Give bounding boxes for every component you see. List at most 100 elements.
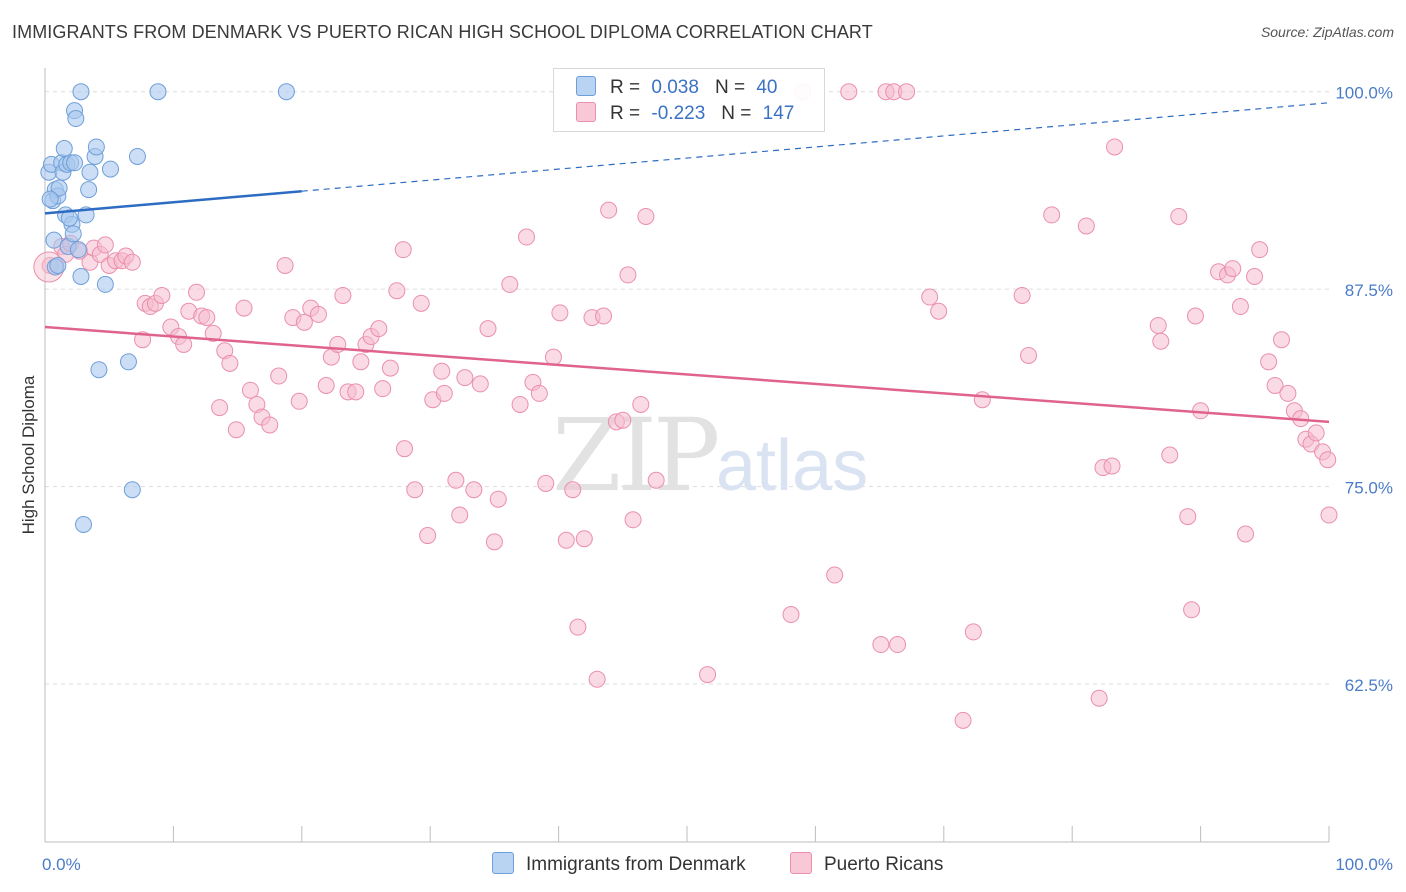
data-point-denmark bbox=[90, 361, 108, 379]
legend-swatch-pink bbox=[790, 852, 812, 874]
data-point-puerto-ricans bbox=[317, 376, 335, 394]
legend-item-denmark[interactable]: Immigrants from Denmark bbox=[492, 852, 746, 876]
series-immigrants-from-denmark bbox=[40, 83, 295, 534]
data-point-puerto-ricans bbox=[973, 391, 991, 409]
data-point-puerto-ricans bbox=[347, 383, 365, 401]
data-point-puerto-ricans bbox=[1161, 446, 1179, 464]
data-point-puerto-ricans bbox=[782, 606, 800, 624]
data-point-puerto-ricans bbox=[1279, 384, 1297, 402]
data-point-puerto-ricans bbox=[261, 416, 279, 434]
data-point-puerto-ricans bbox=[485, 533, 503, 551]
data-point-puerto-ricans bbox=[1260, 353, 1278, 371]
legend-item-puerto-ricans[interactable]: Puerto Ricans bbox=[790, 852, 943, 876]
legend-n-label: N = bbox=[714, 77, 746, 98]
data-point-puerto-ricans bbox=[518, 228, 535, 246]
data-point-puerto-ricans bbox=[1077, 217, 1095, 235]
data-point-puerto-ricans bbox=[1186, 307, 1204, 325]
data-point-denmark bbox=[45, 231, 63, 249]
data-point-puerto-ricans bbox=[930, 302, 948, 320]
data-point-denmark bbox=[128, 147, 146, 165]
data-point-puerto-ricans bbox=[964, 623, 982, 641]
data-point-puerto-ricans bbox=[537, 474, 555, 492]
data-point-puerto-ricans bbox=[227, 421, 245, 439]
data-point-puerto-ricans bbox=[235, 299, 253, 317]
legend-r-label: R = bbox=[610, 77, 641, 98]
data-point-puerto-ricans bbox=[564, 481, 582, 499]
data-point-puerto-ricans bbox=[872, 636, 890, 654]
data-point-puerto-ricans bbox=[270, 367, 288, 385]
legend-row-denmark: R = 0.038 N = 40 bbox=[576, 76, 777, 100]
data-point-denmark bbox=[75, 516, 93, 534]
data-point-puerto-ricans bbox=[632, 395, 650, 413]
data-point-denmark bbox=[66, 154, 84, 172]
data-point-puerto-ricans bbox=[588, 670, 606, 688]
data-point-puerto-ricans bbox=[1246, 268, 1264, 286]
data-point-puerto-ricans bbox=[1307, 424, 1325, 442]
data-point-puerto-ricans bbox=[1320, 506, 1338, 524]
data-point-puerto-ricans bbox=[921, 288, 939, 306]
data-point-puerto-ricans bbox=[489, 490, 507, 508]
data-point-puerto-ricans bbox=[123, 253, 141, 271]
data-point-puerto-ricans bbox=[412, 294, 430, 312]
legend-n-value: 40 bbox=[756, 77, 778, 98]
data-point-puerto-ricans bbox=[352, 353, 370, 371]
data-point-puerto-ricans bbox=[204, 324, 222, 342]
data-point-puerto-ricans bbox=[600, 201, 618, 219]
grid-lines bbox=[45, 91, 1329, 685]
data-point-denmark bbox=[149, 83, 167, 101]
legend-r-value: -0.223 bbox=[651, 103, 706, 124]
watermark-zip: ZIP bbox=[552, 397, 717, 514]
trend-line-denmark-extension bbox=[301, 102, 1330, 192]
data-point-denmark bbox=[50, 179, 68, 197]
data-point-denmark bbox=[64, 225, 82, 243]
data-point-puerto-ricans bbox=[374, 380, 392, 398]
data-point-puerto-ricans bbox=[544, 348, 562, 366]
tick-labels: 62.5% 75.0% 87.5% 100.0% 0.0% 100.0% bbox=[42, 84, 1393, 874]
data-point-puerto-ricans bbox=[435, 384, 453, 402]
data-point-denmark bbox=[277, 83, 295, 101]
data-point-puerto-ricans bbox=[370, 320, 388, 338]
series-puerto-ricans bbox=[33, 83, 1338, 729]
series-legend: Immigrants from Denmark Puerto Ricans bbox=[0, 852, 1406, 878]
data-point-puerto-ricans bbox=[1170, 207, 1188, 225]
data-point-puerto-ricans bbox=[637, 207, 655, 225]
x-tick-label: 0.0% bbox=[42, 855, 81, 874]
chart-title: IMMIGRANTS FROM DENMARK VS PUERTO RICAN … bbox=[12, 22, 873, 42]
data-point-puerto-ricans bbox=[419, 527, 437, 545]
legend-n-value: 147 bbox=[762, 103, 795, 124]
legend-item-label: Immigrants from Denmark bbox=[526, 854, 746, 875]
data-point-puerto-ricans bbox=[501, 275, 519, 293]
data-point-puerto-ricans bbox=[1149, 316, 1167, 334]
y-axis-label: High School Diploma bbox=[19, 375, 38, 534]
data-point-puerto-ricans bbox=[188, 283, 206, 301]
data-point-puerto-ricans bbox=[241, 381, 259, 399]
stats-legend: R = 0.038 N = 40 R = -0.223 N = 147 bbox=[553, 68, 825, 132]
data-point-puerto-ricans bbox=[465, 481, 483, 499]
data-point-puerto-ricans bbox=[276, 256, 294, 274]
data-point-puerto-ricans bbox=[575, 530, 593, 548]
data-point-puerto-ricans bbox=[381, 359, 399, 377]
watermark: ZIP atlas bbox=[552, 397, 868, 514]
data-point-puerto-ricans bbox=[614, 411, 632, 429]
trend-lines bbox=[44, 102, 1330, 424]
y-tick-label: 75.0% bbox=[1345, 479, 1393, 498]
data-point-puerto-ricans bbox=[624, 511, 642, 529]
data-point-puerto-ricans bbox=[1106, 138, 1124, 156]
data-point-puerto-ricans bbox=[96, 236, 114, 254]
data-point-denmark bbox=[87, 138, 105, 156]
data-point-puerto-ricans bbox=[530, 384, 548, 402]
data-point-puerto-ricans bbox=[1020, 346, 1038, 364]
data-point-puerto-ricans bbox=[1272, 331, 1290, 349]
data-point-denmark bbox=[55, 140, 73, 158]
data-point-puerto-ricans bbox=[406, 481, 424, 499]
data-point-puerto-ricans bbox=[1152, 332, 1170, 350]
data-point-puerto-ricans bbox=[1224, 260, 1242, 278]
legend-n-label: N = bbox=[721, 103, 752, 124]
data-point-puerto-ricans bbox=[1043, 206, 1061, 224]
data-point-denmark bbox=[123, 481, 141, 499]
data-point-puerto-ricans bbox=[1103, 457, 1121, 475]
y-tick-label: 62.5% bbox=[1345, 676, 1393, 695]
data-point-puerto-ricans bbox=[889, 636, 907, 654]
data-point-puerto-ricans bbox=[1013, 286, 1031, 304]
